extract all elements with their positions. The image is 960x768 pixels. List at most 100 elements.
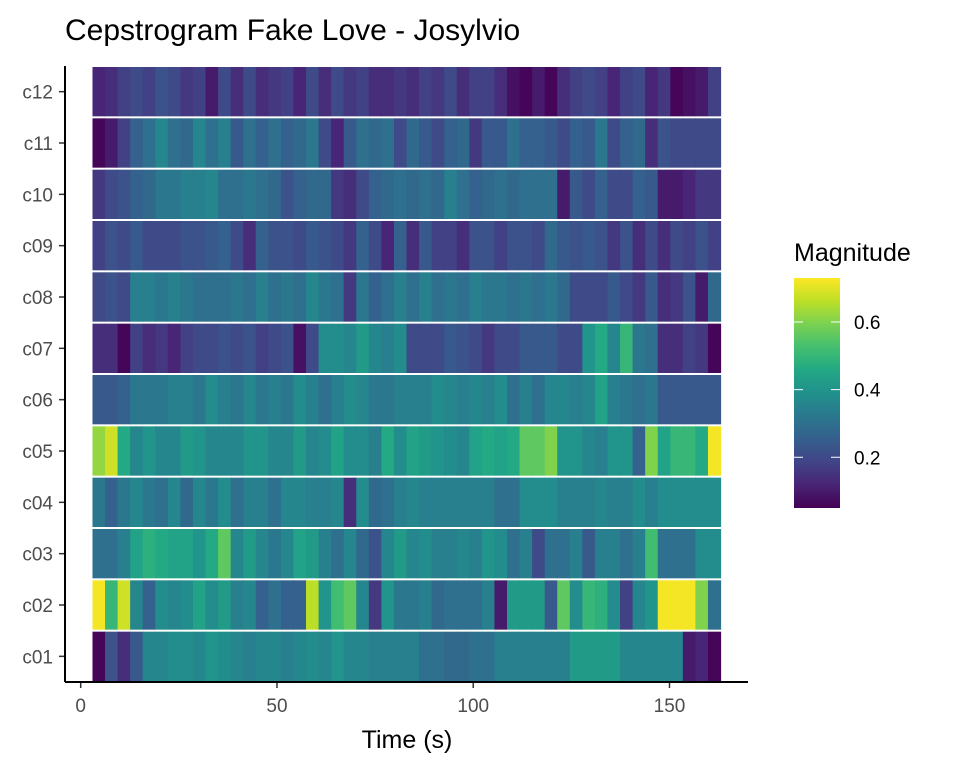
heatmap-cell-c03-37 [557, 529, 570, 578]
heatmap-cell-c09-32 [494, 221, 507, 270]
heatmap-cell-c09-23 [381, 221, 394, 270]
heatmap-cell-c01-6 [168, 632, 181, 681]
heatmap-cell-c09-44 [645, 221, 658, 270]
heatmap-cell-c01-14 [268, 632, 281, 681]
heatmap-cell-c11-0 [92, 118, 105, 167]
heatmap-cell-c03-6 [168, 529, 181, 578]
heatmap-cell-c02-35 [532, 580, 545, 629]
heatmap-cell-c07-49 [708, 324, 721, 373]
heatmap-cell-c04-8 [193, 478, 206, 527]
heatmap-cell-c10-11 [231, 170, 244, 219]
color-legend: Magnitude 0.20.40.6 [794, 239, 911, 508]
heatmap-cell-c07-3 [130, 324, 143, 373]
heatmap-cell-c01-22 [369, 632, 382, 681]
heatmap-cell-c05-37 [557, 426, 570, 475]
heatmap-cell-c04-2 [118, 478, 131, 527]
heatmap-cell-c12-22 [369, 67, 382, 116]
heatmap-cell-c02-28 [444, 580, 457, 629]
heatmap-cell-c05-30 [469, 426, 482, 475]
heatmap-cell-c12-7 [180, 67, 193, 116]
heatmap-cell-c02-15 [281, 580, 294, 629]
heatmap-cell-c08-14 [268, 272, 281, 321]
heatmap-cell-c08-12 [243, 272, 256, 321]
heatmap-cell-c01-42 [620, 632, 633, 681]
heatmap-cell-c12-36 [545, 67, 558, 116]
heatmap-cell-c02-43 [633, 580, 646, 629]
heatmap-cell-c12-48 [695, 67, 708, 116]
heatmap-cell-c05-35 [532, 426, 545, 475]
heatmap-cell-c06-33 [507, 375, 520, 424]
heatmap-cell-c06-8 [193, 375, 206, 424]
heatmap-cell-c11-37 [557, 118, 570, 167]
heatmap-cell-c07-27 [432, 324, 445, 373]
heatmap-cell-c09-40 [595, 221, 608, 270]
heatmap-cell-c11-14 [268, 118, 281, 167]
heatmap-cell-c12-20 [344, 67, 357, 116]
heatmap-cell-c07-43 [633, 324, 646, 373]
heatmap-cell-c01-5 [155, 632, 168, 681]
heatmap-cell-c06-28 [444, 375, 457, 424]
heatmap-cell-c08-20 [344, 272, 357, 321]
heatmap-cell-c08-3 [130, 272, 143, 321]
heatmap-cell-c06-34 [520, 375, 533, 424]
heatmap-cell-c03-31 [482, 529, 495, 578]
heatmap-cell-c03-49 [708, 529, 721, 578]
heatmap-cell-c08-40 [595, 272, 608, 321]
heatmap-cell-c08-8 [193, 272, 206, 321]
legend-colorbar [794, 278, 840, 508]
heatmap-cell-c11-16 [293, 118, 306, 167]
heatmap-cell-c02-9 [206, 580, 219, 629]
heatmap-cell-c02-10 [218, 580, 231, 629]
heatmap-cell-c01-41 [607, 632, 620, 681]
heatmap-cell-c10-23 [381, 170, 394, 219]
y-tick-label-c07: c07 [22, 339, 53, 360]
heatmap-cell-c01-3 [130, 632, 143, 681]
heatmap-cell-c09-33 [507, 221, 520, 270]
heatmap-cell-c01-20 [344, 632, 357, 681]
heatmap-cell-c09-6 [168, 221, 181, 270]
heatmap-cell-c04-40 [595, 478, 608, 527]
heatmap-cell-c10-29 [457, 170, 470, 219]
heatmap-cell-c05-14 [268, 426, 281, 475]
heatmap-cell-c11-8 [193, 118, 206, 167]
heatmap-cell-c06-17 [306, 375, 319, 424]
heatmap-cell-c12-45 [658, 67, 671, 116]
heatmap-cell-c08-42 [620, 272, 633, 321]
heatmap-cell-c03-15 [281, 529, 294, 578]
legend-tick-label-0.4: 0.4 [854, 381, 881, 402]
heatmap-cell-c07-26 [419, 324, 432, 373]
heatmap-cell-c12-28 [444, 67, 457, 116]
heatmap-cell-c09-45 [658, 221, 671, 270]
heatmap-cell-c05-12 [243, 426, 256, 475]
heatmap-cell-c12-34 [520, 67, 533, 116]
heatmap-cell-c03-35 [532, 529, 545, 578]
heatmap-cell-c06-21 [356, 375, 369, 424]
heatmap-cell-c07-23 [381, 324, 394, 373]
heatmap-cell-c04-33 [507, 478, 520, 527]
heatmap-cell-c01-24 [394, 632, 407, 681]
heatmap-cell-c07-11 [231, 324, 244, 373]
x-tick-label-150: 150 [654, 696, 686, 717]
heatmap-cell-c09-34 [520, 221, 533, 270]
heatmap-cell-c12-38 [570, 67, 583, 116]
heatmap-cell-c11-2 [118, 118, 131, 167]
heatmap-cell-c11-47 [683, 118, 696, 167]
heatmap-cell-c09-47 [683, 221, 696, 270]
y-tick-label-c02: c02 [22, 596, 53, 617]
heatmap-cell-c01-40 [595, 632, 608, 681]
heatmap-cell-c08-35 [532, 272, 545, 321]
heatmap-cell-c10-19 [331, 170, 344, 219]
heatmap-cell-c01-9 [206, 632, 219, 681]
heatmap-cell-c09-46 [670, 221, 683, 270]
y-tick-label-c04: c04 [22, 493, 53, 514]
heatmap-cell-c10-7 [180, 170, 193, 219]
heatmap-cell-c01-34 [520, 632, 533, 681]
heatmap-cell-c01-46 [670, 632, 683, 681]
heatmap-cell-c11-7 [180, 118, 193, 167]
heatmap-cell-c09-43 [633, 221, 646, 270]
heatmap-cell-c06-14 [268, 375, 281, 424]
heatmap-cell-c12-21 [356, 67, 369, 116]
heatmap-cell-c08-13 [256, 272, 269, 321]
heatmap-cell-c03-14 [268, 529, 281, 578]
heatmap-cell-c05-3 [130, 426, 143, 475]
